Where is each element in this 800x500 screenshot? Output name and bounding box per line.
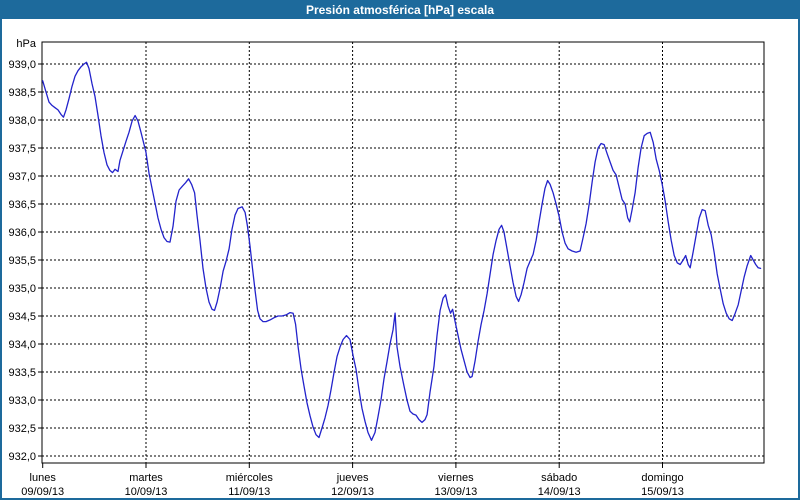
x-axis-date-label: 14/09/13 (538, 486, 581, 498)
x-axis-date-label: 13/09/13 (434, 486, 477, 498)
x-axis-date-label: 11/09/13 (228, 486, 270, 498)
y-axis-label: 935,5 (8, 255, 36, 267)
y-axis-label: 938,0 (8, 115, 36, 127)
x-axis-day-label: lunes (30, 472, 57, 484)
x-axis-day-label: viernes (438, 472, 474, 484)
y-axis-label: 935,0 (8, 283, 36, 295)
pressure-series-line (42, 61, 762, 441)
y-axis-label: 936,5 (8, 199, 36, 211)
y-axis-label: 933,5 (8, 367, 36, 379)
y-axis-label: 932,5 (8, 423, 36, 435)
y-axis-label: 933,0 (8, 395, 36, 407)
title-bar: Presión atmosférica [hPa] escala (2, 2, 798, 19)
y-axis-label: 936,0 (8, 227, 36, 239)
x-axis-date-label: 12/09/13 (331, 486, 374, 498)
x-axis-day-label: miércoles (226, 472, 274, 484)
x-axis-day-label: jueves (336, 472, 369, 484)
x-axis-date-label: 10/09/13 (125, 486, 168, 498)
x-axis-day-label: sábado (541, 472, 577, 484)
y-axis-unit-label: hPa (16, 38, 36, 50)
x-axis-date-label: 15/09/13 (641, 486, 684, 498)
y-axis-label: 938,5 (8, 87, 36, 99)
chart-title: Presión atmosférica [hPa] escala (305, 3, 495, 17)
x-axis-day-label: martes (129, 472, 163, 484)
x-axis-day-label: domingo (641, 472, 683, 484)
y-axis-label: 937,5 (8, 143, 36, 155)
y-axis-label: 937,0 (8, 171, 36, 183)
y-axis-label: 932,0 (8, 451, 36, 463)
y-axis-label: 939,0 (8, 59, 36, 71)
x-axis-date-label: 09/09/13 (21, 486, 64, 498)
plot-border (41, 41, 765, 464)
y-axis-label: 934,5 (8, 311, 36, 323)
y-axis-label: 934,0 (8, 339, 36, 351)
